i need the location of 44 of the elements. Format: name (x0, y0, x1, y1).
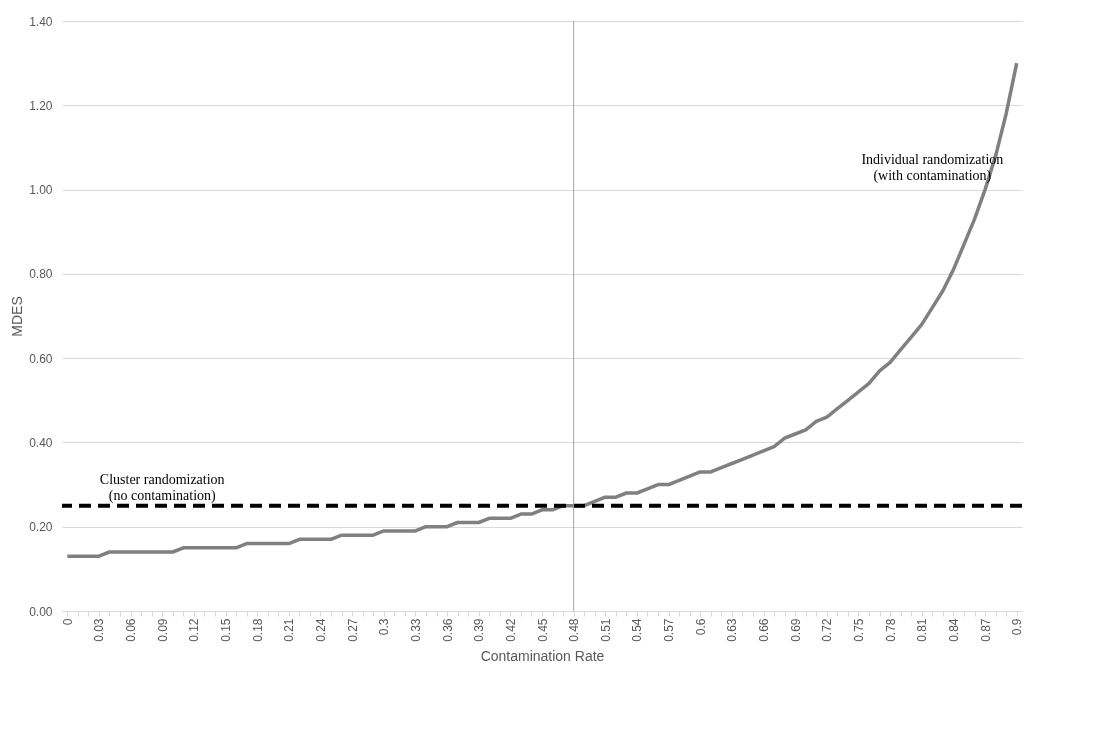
x-tick-label: 0.72 (820, 618, 835, 642)
x-tick-label: 0.9 (1010, 618, 1025, 636)
x-axis-title: Contamination Rate (480, 647, 605, 664)
x-tick-label: 0.54 (630, 618, 645, 642)
line-series (65, 61, 1019, 558)
x-tick-label: 0.39 (472, 618, 487, 642)
y-axis-title: MDES (9, 296, 26, 337)
y-tick-label: 1.00 (29, 183, 53, 198)
x-tick-label: 0.42 (503, 618, 518, 642)
x-tick-label: 0.48 (567, 618, 582, 642)
x-tick-label: 0.78 (883, 618, 898, 642)
y-tick-label: 0.00 (29, 604, 53, 619)
x-tick-label: 0.66 (757, 618, 772, 642)
x-tick-label: 0.03 (92, 618, 107, 642)
x-tick-label: 0.33 (408, 618, 423, 642)
x-tick-label: 0.36 (440, 618, 455, 642)
x-tick-label: 0.51 (598, 618, 613, 642)
x-tick-label: 0.84 (946, 618, 961, 642)
x-tick-label: 0 (60, 618, 75, 626)
y-tick-label: 0.60 (29, 351, 53, 366)
x-tick-label: 0.18 (250, 618, 265, 642)
x-tick-label: 0.06 (124, 618, 139, 642)
x-tick-label: 0.63 (725, 618, 740, 642)
x-tick-label: 0.27 (345, 618, 360, 642)
x-tick-label: 0.45 (535, 618, 550, 642)
y-tick-label: 0.40 (29, 435, 53, 450)
x-tick-label: 0.24 (313, 618, 328, 642)
y-tick-label: 0.80 (29, 267, 53, 282)
x-tick-label: 0.69 (788, 618, 803, 642)
x-tick-label: 0.3 (377, 618, 392, 636)
y-tick-label: 0.20 (29, 520, 53, 535)
x-tick-label: 0.15 (219, 618, 234, 642)
y-tick-label: 1.40 (29, 14, 53, 29)
x-tick-label: 0.21 (282, 618, 297, 642)
x-tick-label: 0.81 (915, 618, 930, 642)
annotation: Cluster randomization (no contamination) (99, 472, 225, 505)
x-tick-label: 0.09 (155, 618, 170, 642)
x-tick-label: 0.12 (187, 618, 202, 642)
x-tick-label: 0.6 (693, 618, 708, 636)
x-tick-label: 0.57 (662, 618, 677, 642)
annotation: Individual randomization (with contamination) (861, 152, 1004, 185)
y-tick-label: 1.20 (29, 98, 53, 113)
x-tick-label: 0.87 (978, 618, 993, 642)
x-tick-label: 0.75 (851, 618, 866, 642)
